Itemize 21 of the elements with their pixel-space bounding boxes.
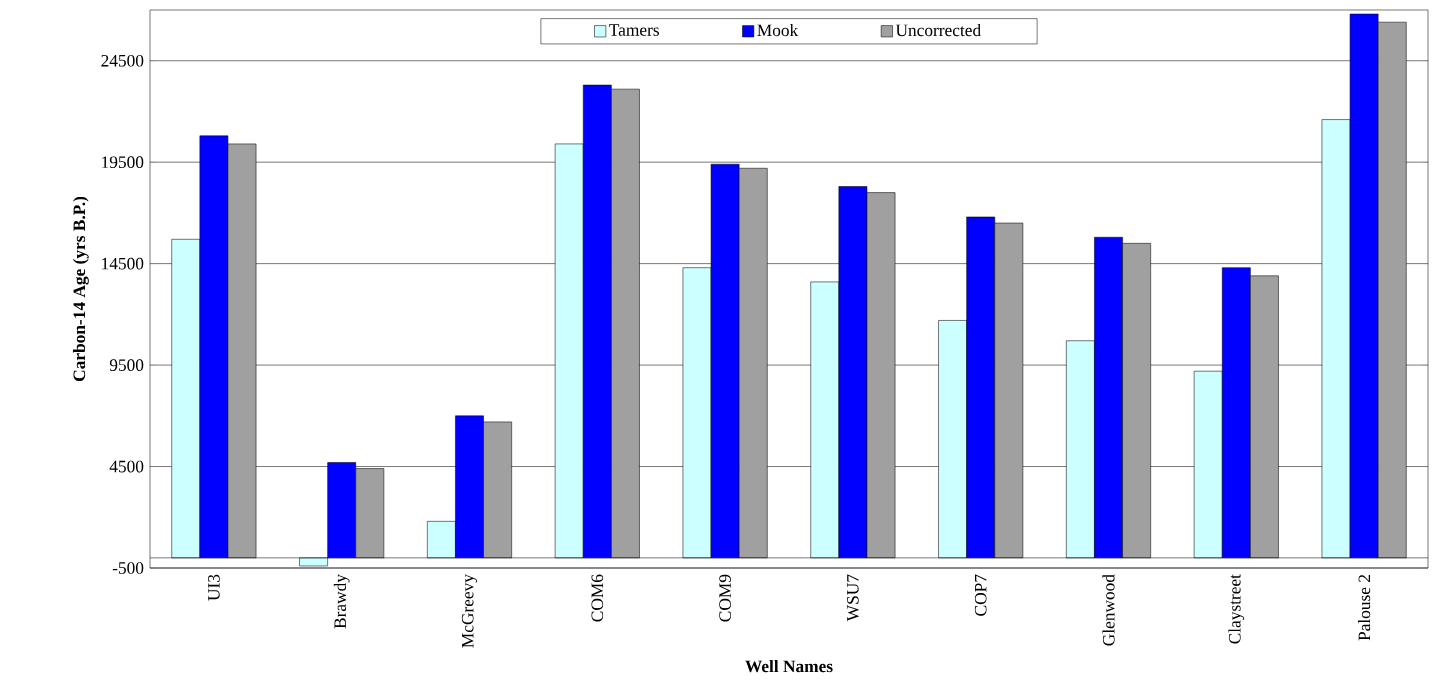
y-tick-label: -500 (112, 562, 144, 574)
legend-label: Tamers (609, 24, 659, 36)
x-tick-label: Brawdy (333, 574, 350, 629)
x-tick-label: WSU7 (847, 574, 859, 622)
x-tick-label: COM9 (719, 574, 731, 622)
x-tick-label: Palouse 2 (1358, 575, 1371, 641)
y-tick-label: 19500 (102, 156, 144, 169)
x-tick-label: Glenwood (1102, 574, 1115, 646)
y-axis-title: Carbon-14 Age (yrs B.P.) (72, 196, 89, 381)
x-tick-label: COP7 (974, 574, 987, 616)
legend-label: Uncorrected (895, 23, 981, 37)
y-tick-label: 4500 (109, 460, 144, 473)
y-tick-label: 14500 (102, 257, 144, 270)
y-tick-label: 9500 (109, 359, 144, 371)
y-tick-label: 24500 (101, 54, 144, 67)
x-tick-label: Claystreet (1228, 574, 1245, 644)
x-axis-title: Well Names (745, 659, 833, 673)
x-tick-label: COM6 (591, 574, 604, 622)
x-tick-label: UI3 (208, 574, 220, 601)
x-tick-label: McGreevy (461, 574, 478, 648)
legend-label: Mook (757, 23, 799, 37)
